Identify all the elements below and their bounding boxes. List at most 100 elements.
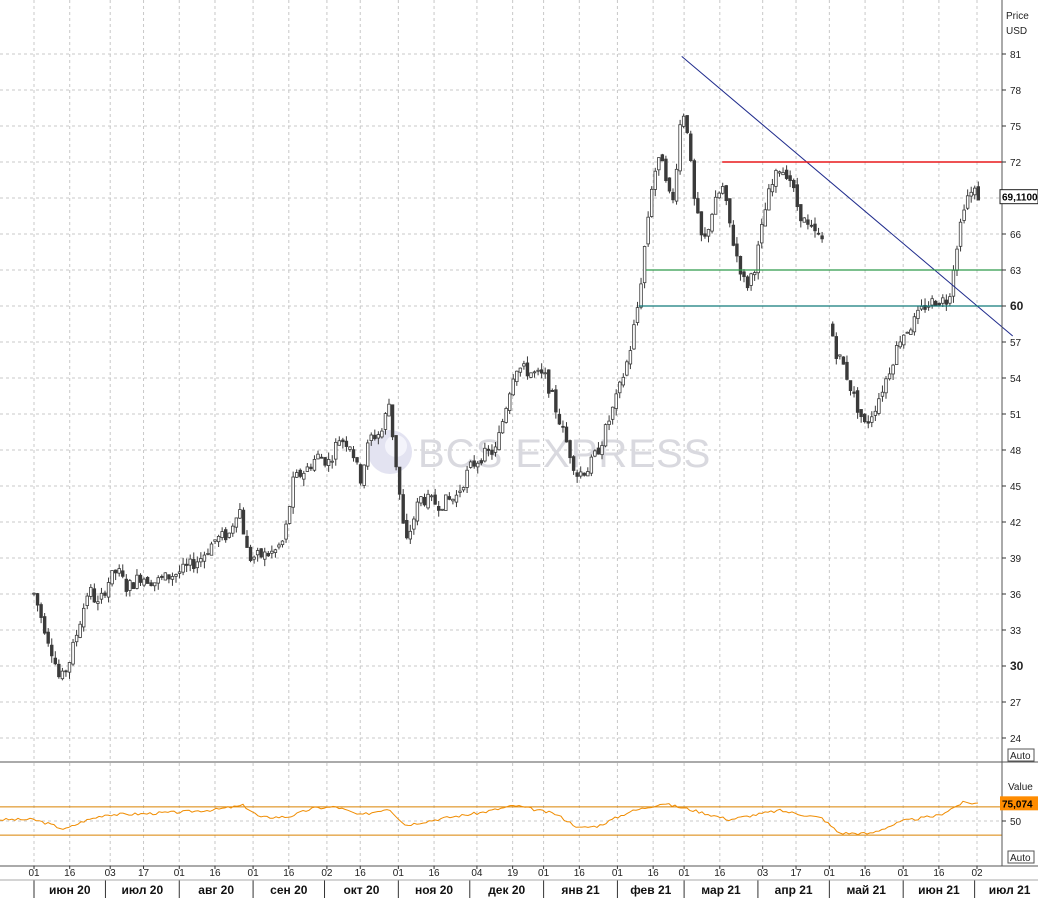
candle (795, 177, 799, 211)
auto-scale-button[interactable]: Auto (1007, 850, 1035, 864)
indicator-tick-label: 50 (1010, 817, 1022, 828)
candle (703, 227, 707, 239)
day-tick-label: 01 (898, 868, 910, 879)
candle-body (490, 449, 494, 455)
candle (174, 573, 178, 583)
candle (685, 115, 689, 135)
candle-body (515, 370, 519, 383)
candle-body (550, 389, 554, 392)
candle-body (394, 435, 398, 468)
month-label: окт 20 (343, 883, 379, 897)
candle-body (444, 494, 448, 511)
auto-scale-button-box (1007, 850, 1035, 864)
candle (284, 520, 288, 543)
drawing-lines (638, 56, 1014, 337)
candle-body (42, 616, 47, 634)
candle-body (35, 593, 40, 606)
candle-body (838, 354, 842, 357)
candle (96, 595, 100, 611)
candle-body (341, 439, 345, 443)
auto-scale-button[interactable]: Auto (1007, 748, 1035, 762)
candle (454, 490, 459, 508)
candle (380, 428, 384, 439)
price-tick-label: 63 (1010, 266, 1022, 277)
candle (653, 167, 657, 197)
candle (902, 334, 906, 349)
candle (568, 439, 572, 464)
price-tick-label: 72 (1010, 158, 1022, 169)
candle (561, 420, 565, 433)
candle-body (149, 582, 153, 587)
trendline (681, 56, 1014, 337)
candle-body (717, 192, 721, 199)
price-tick-label: 57 (1010, 338, 1022, 349)
candle-body (156, 577, 160, 584)
candle-body (870, 416, 874, 423)
candle-body (287, 506, 292, 524)
candle (32, 592, 36, 596)
candle-body (912, 316, 917, 333)
candle-body (745, 276, 750, 289)
candle (706, 228, 711, 243)
month-label: май 21 (847, 883, 887, 897)
candle-body (855, 390, 860, 413)
candle-body (774, 170, 778, 187)
candle-body (777, 171, 782, 174)
candle-body (721, 186, 725, 194)
candle-body (298, 469, 302, 477)
candle-body (121, 570, 125, 577)
candle (621, 373, 625, 388)
candle (724, 184, 728, 206)
candle (507, 391, 512, 415)
candle (294, 469, 299, 478)
candle-body (610, 406, 615, 420)
candle-body (650, 188, 654, 217)
candle (767, 184, 771, 211)
candle-body (965, 195, 970, 209)
candle-body (618, 381, 622, 394)
candle-body (887, 373, 892, 380)
candle (870, 411, 874, 428)
price-tick-label: 30 (1010, 659, 1024, 673)
candle-body (600, 445, 604, 456)
candle-body (71, 641, 75, 665)
candle-body (316, 453, 320, 460)
candle-body (724, 185, 728, 202)
price-series (32, 113, 980, 681)
candle-body (206, 553, 210, 555)
price-tick-label: 66 (1010, 230, 1022, 241)
candle-body (89, 586, 93, 597)
candle-body (110, 570, 114, 585)
candle-body (152, 582, 157, 587)
candle-body (142, 578, 146, 586)
candle-body (653, 170, 657, 190)
candle (536, 367, 540, 376)
candle-body (415, 501, 420, 522)
candle-body (752, 272, 757, 276)
candle (582, 472, 586, 477)
candle-body (106, 582, 111, 598)
candle-body (539, 369, 544, 374)
candle-body (582, 472, 586, 476)
candle (220, 527, 224, 541)
candle-body (909, 329, 913, 335)
candle-body (53, 657, 57, 665)
candle (170, 572, 175, 586)
candle (820, 231, 824, 243)
candle (745, 275, 750, 291)
candle-body (426, 493, 430, 509)
candle-body (447, 496, 452, 500)
candle (664, 155, 668, 183)
candle-body (962, 209, 966, 221)
indicator-axis-title: Value (1008, 782, 1033, 793)
price-tick-label: 48 (1010, 446, 1022, 457)
candle (834, 332, 838, 365)
candle-body (405, 520, 409, 539)
candle-body (103, 592, 107, 596)
candle (330, 455, 334, 469)
candle-body (323, 457, 327, 466)
month-label: дек 20 (488, 883, 525, 897)
candle (738, 255, 743, 281)
candle-body (564, 426, 569, 443)
candle-body (408, 530, 412, 540)
